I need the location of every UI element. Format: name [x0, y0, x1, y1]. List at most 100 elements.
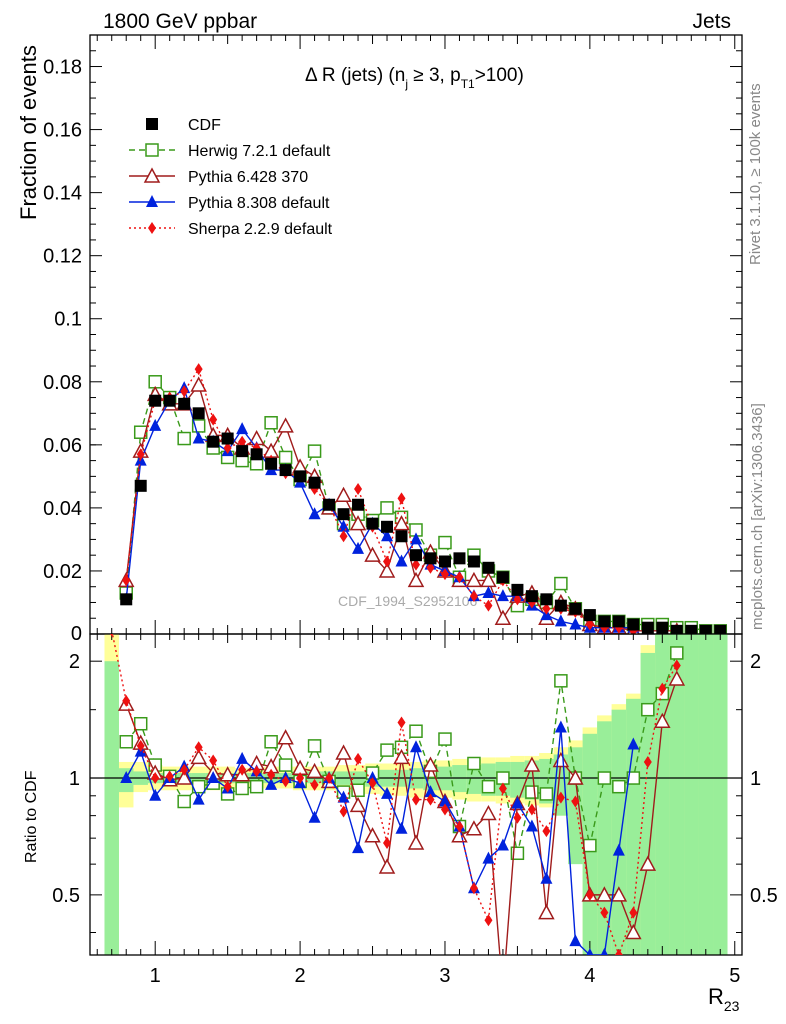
- main-cdf-point: [221, 432, 234, 445]
- main-herwig-7-2-1-default-point: [278, 450, 293, 465]
- main-pythia-6-428-370-point: [190, 376, 207, 392]
- ratio-pythia-6-428-370-point: [480, 804, 497, 821]
- main-herwig-7-2-1-default-point: [264, 416, 278, 430]
- ratio-pythia-8-308-default-point: [482, 851, 495, 864]
- main-cdf-point: [395, 530, 408, 543]
- ratio-pythia-6-428-370-point: [654, 712, 671, 729]
- ratio-sherpa-2-2-9-default-point: [498, 782, 507, 795]
- main-cdf-point: [511, 583, 524, 596]
- main-ytick-label: 0.08: [43, 372, 82, 394]
- main-sherpa-2-2-9-default-point: [122, 574, 131, 587]
- main-cdf-point: [163, 394, 176, 407]
- ratio-sherpa-2-2-9-default-point: [122, 694, 131, 707]
- ratio-herwig-7-2-1-default-point: [235, 781, 249, 796]
- ratio-pythia-8-308-default-point: [337, 790, 350, 803]
- ratio-pythia-8-308-default-point: [627, 737, 640, 750]
- main-ytick-label: 0.02: [43, 561, 82, 583]
- main-cdf-point: [323, 498, 336, 511]
- ratio-pythia-6-428-370-point: [378, 858, 396, 874]
- ratio-ytick-label-right: 2: [750, 651, 761, 673]
- main-ytick-label: 0.06: [43, 435, 82, 457]
- main-cdf-point: [496, 571, 509, 584]
- ratio-sherpa-2-2-9-default-point: [383, 837, 392, 850]
- ratio-pythia-8-308-default-point: [192, 792, 205, 805]
- ratio-pythia-8-308-default-point: [525, 819, 538, 832]
- main-pythia-6-428-370-point: [494, 609, 512, 625]
- ratio-sherpa-2-2-9-default-point: [484, 914, 493, 927]
- main-pythia-8-308-default-point: [482, 586, 495, 599]
- green-band-bin: [104, 661, 119, 955]
- main-herwig-7-2-1-default-point: [554, 576, 568, 591]
- green-band-bin: [626, 698, 641, 955]
- main-sherpa-2-2-9-default-point: [354, 482, 363, 495]
- ratio-sherpa-2-2-9-default-point: [455, 820, 464, 833]
- legend-marker: [145, 143, 159, 157]
- main-cdf-point: [149, 394, 162, 407]
- main-cdf-point: [192, 407, 205, 420]
- main-pythia-6-428-370-point: [465, 571, 483, 588]
- ratio-sherpa-2-2-9-default-point: [368, 777, 377, 790]
- ratio-pythia-8-308-default-point: [511, 796, 524, 809]
- ratio-sherpa-2-2-9-default-point: [339, 805, 348, 818]
- main-cdf-point: [525, 590, 538, 603]
- ratio-pythia-8-308-default-point: [308, 810, 321, 823]
- main-cdf-point: [352, 498, 365, 511]
- green-band-bin: [655, 634, 670, 955]
- rivet-label: Rivet 3.1.10, ≥ 100k events: [747, 83, 764, 265]
- main-cdf-point: [366, 517, 379, 530]
- ratio-herwig-7-2-1-default-point: [278, 758, 293, 772]
- main-ytick-label: 0.1: [54, 309, 82, 331]
- ratio-pythia-6-428-370-point: [596, 886, 613, 902]
- ratio-herwig-7-2-1-default-point: [380, 743, 394, 757]
- legend-item: Pythia 8.308 default: [129, 195, 330, 212]
- main-panel: 0.02 0.04 0.06 0.08 0.1 0.12 0.14 0.16 0.18 0: [43, 34, 743, 645]
- legend-item: Pythia 6.428 370: [129, 167, 308, 186]
- main-sherpa-2-2-9-default-point: [513, 593, 522, 606]
- legend-item: Sherpa 2.2.9 default: [129, 221, 333, 238]
- ratio-sherpa-2-2-9-default-point: [267, 768, 276, 781]
- ratio-pythia-8-308-default-point: [207, 771, 220, 784]
- main-pythia-6-428-370-point: [378, 562, 396, 578]
- ratio-pythia-8-308-default-point: [586, 948, 594, 955]
- main-pythia-6-428-370-point: [393, 515, 410, 531]
- ratio-herwig-7-2-1-default-point: [597, 771, 612, 785]
- main-cdf-point: [279, 464, 292, 477]
- legend-label: CDF: [188, 117, 221, 134]
- ratio-pythia-8-308-default-point: [612, 843, 625, 856]
- ratio-herwig-7-2-1-default-point: [307, 739, 322, 753]
- ratio-sherpa-2-2-9-default-point: [658, 682, 667, 695]
- ratio-xtick-label: 1: [150, 965, 161, 987]
- main-sherpa-2-2-9-default-point: [469, 590, 478, 603]
- xlabel: R23: [708, 984, 740, 1014]
- ratio-ytick-label: 1: [69, 768, 80, 790]
- ratio-sherpa-2-2-9-default-point: [136, 739, 145, 752]
- main-cdf-point: [120, 593, 133, 606]
- ratio-herwig-7-2-1-default-point: [496, 771, 510, 785]
- ratio-pythia-8-308-default-point: [410, 740, 422, 753]
- legend-marker: [148, 222, 156, 234]
- xlabel-sub: 23: [724, 998, 740, 1014]
- ratio-pythia-6-428-370-point: [625, 923, 642, 940]
- green-band-bin: [510, 761, 525, 798]
- ratio-herwig-7-2-1-default-point: [438, 732, 452, 746]
- ratio-xtick-label: 3: [439, 965, 450, 987]
- ratio-pythia-8-308-default-point: [438, 794, 451, 807]
- main-pythia-6-428-370-point: [277, 417, 294, 433]
- ratio-pythia-8-308-default-point: [600, 948, 608, 955]
- ratio-ytick-label-right: 0.5: [750, 885, 778, 907]
- ratio-sherpa-2-2-9-default-series: [110, 634, 681, 955]
- main-cdf-point: [410, 549, 422, 562]
- ratio-sherpa-2-2-9-default-point: [542, 825, 551, 838]
- main-pythia-8-308-default-point: [192, 431, 205, 444]
- main-ytick-label: 0.16: [43, 120, 82, 142]
- main-sherpa-2-2-9-default-point: [136, 448, 145, 461]
- main-cdf-point: [207, 435, 220, 448]
- ratio-herwig-7-2-1-default-point: [670, 646, 684, 660]
- ratio-pythia-8-308-default-point: [120, 771, 133, 784]
- main-cdf-point: [540, 593, 553, 606]
- main-sherpa-2-2-9-default-point: [484, 599, 493, 612]
- ratio-pythia-6-428-370-point: [610, 886, 628, 902]
- ratio-ytick-label: 0.5: [52, 885, 80, 907]
- main-cdf-point: [134, 479, 147, 492]
- main-herwig-7-2-1-default-point: [438, 535, 452, 550]
